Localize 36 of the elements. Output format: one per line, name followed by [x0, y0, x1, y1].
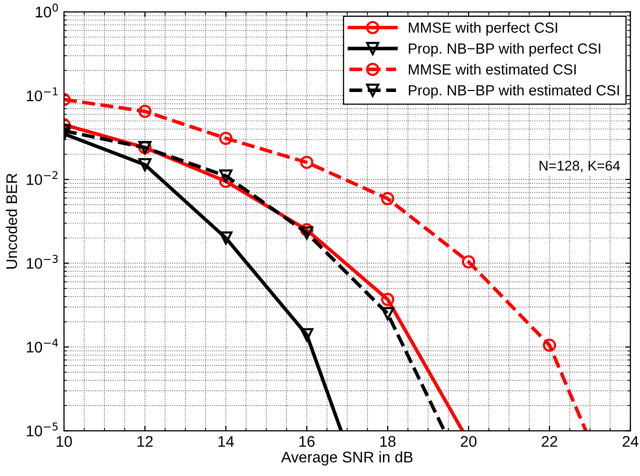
point: [300, 328, 314, 342]
point: [138, 158, 152, 172]
x-axis-title: Average SNR in dB: [281, 451, 412, 466]
point: [219, 132, 232, 145]
y-tick-label: 10$^{−2}$: [26, 171, 58, 186]
point: [381, 307, 394, 320]
point: [300, 223, 314, 236]
point: [219, 174, 232, 188]
point: [542, 338, 556, 352]
point: [219, 231, 232, 245]
x-tick-label: 12: [138, 436, 153, 447]
y-axis-title: Uncoded BER: [6, 174, 18, 269]
point: [219, 169, 232, 183]
x-tick-label: 18: [380, 436, 396, 447]
y-tick-label: 10$^{−3}$: [26, 254, 58, 269]
point: [462, 255, 476, 268]
x-tick-label: 24: [622, 436, 638, 447]
y-tick-label: 10$^{−1}$: [26, 87, 58, 102]
point: [381, 192, 394, 206]
x-tick-label: 20: [460, 436, 476, 447]
x-tick-label: 22: [542, 436, 558, 447]
y-tick-label: 10$^{0}$: [36, 4, 58, 18]
legend-label: Prop. NB−BP with perfect CSI: [408, 42, 600, 57]
point: [138, 104, 152, 118]
x-tick-label: 10: [56, 436, 72, 447]
y-tick-label: 10$^{−5}$: [26, 422, 58, 436]
annotation: N=128, K=64: [540, 160, 620, 172]
point: [300, 226, 314, 240]
legend-label: Prop. NB−BP with estimated CSI: [408, 84, 619, 98]
x-tick-label: 14: [218, 436, 234, 447]
y-tick-label: 10$^{−4}$: [26, 338, 58, 353]
x-tick-label: 16: [299, 436, 315, 447]
legend-label: MMSE with perfect CSI: [408, 22, 558, 36]
legend-label: MMSE with estimated CSI: [408, 64, 576, 75]
point: [381, 292, 394, 306]
point: [300, 156, 314, 169]
